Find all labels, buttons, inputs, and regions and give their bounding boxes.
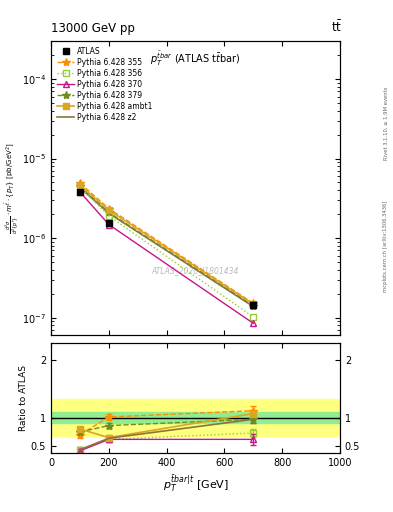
Text: t$\bar{\mathrm{t}}$: t$\bar{\mathrm{t}}$ — [331, 19, 342, 35]
Bar — [51, 412, 340, 423]
Bar — [51, 399, 340, 436]
Text: ATLAS_2020_I1801434: ATLAS_2020_I1801434 — [152, 266, 239, 275]
Y-axis label: Ratio to ATLAS: Ratio to ATLAS — [19, 365, 28, 431]
Y-axis label: $\frac{d^2\sigma}{d^2\{p^{\bar{t}}\}} \cdot m^{\bar{t}} \cdot \{p_T\}$ [pb/GeV$^: $\frac{d^2\sigma}{d^2\{p^{\bar{t}}\}} \c… — [3, 142, 21, 234]
Text: $p_T^{\bar{t}bar}$ (ATLAS t$\bar{t}$bar): $p_T^{\bar{t}bar}$ (ATLAS t$\bar{t}$bar) — [150, 50, 241, 68]
Text: mcplots.cern.ch [arXiv:1306.3436]: mcplots.cern.ch [arXiv:1306.3436] — [384, 200, 388, 291]
Text: 13000 GeV pp: 13000 GeV pp — [51, 22, 135, 35]
Legend: ATLAS, Pythia 6.428 355, Pythia 6.428 356, Pythia 6.428 370, Pythia 6.428 379, P: ATLAS, Pythia 6.428 355, Pythia 6.428 35… — [55, 45, 155, 124]
Text: Rivet 3.1.10, ≥ 1.9M events: Rivet 3.1.10, ≥ 1.9M events — [384, 86, 388, 160]
X-axis label: $p^{\bar{t}bar|t}_T$ [GeV]: $p^{\bar{t}bar|t}_T$ [GeV] — [163, 474, 228, 494]
